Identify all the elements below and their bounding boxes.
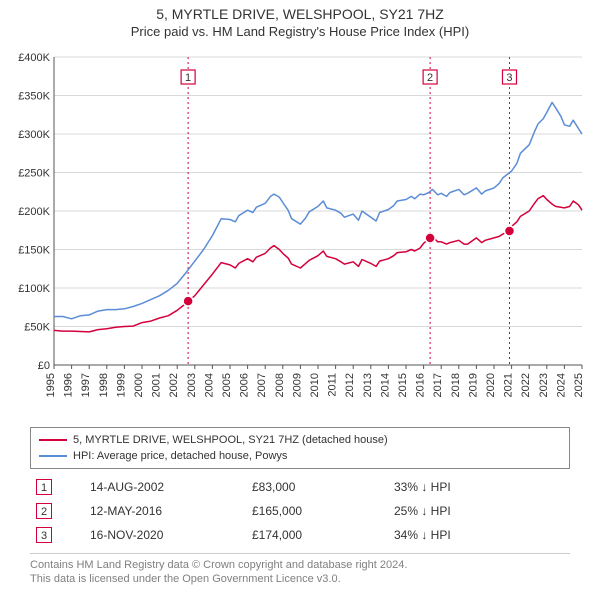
svg-text:2: 2 — [427, 72, 433, 84]
footer-note: Contains HM Land Registry data © Crown c… — [30, 553, 570, 587]
event-price-2: £165,000 — [246, 499, 388, 523]
svg-text:1999: 1999 — [115, 373, 127, 397]
event-row-3: 3 16-NOV-2020 £174,000 34% ↓ HPI — [30, 523, 570, 547]
svg-text:2010: 2010 — [309, 373, 321, 397]
svg-text:2025: 2025 — [573, 373, 585, 397]
svg-text:£50K: £50K — [24, 322, 50, 334]
svg-text:2013: 2013 — [362, 373, 374, 397]
svg-text:£350K: £350K — [18, 91, 50, 103]
svg-text:£200K: £200K — [18, 206, 50, 218]
event-badge-1: 1 — [36, 479, 52, 495]
legend-swatch-1 — [39, 439, 67, 441]
event-date-3: 16-NOV-2020 — [84, 523, 246, 547]
svg-text:2008: 2008 — [274, 373, 286, 397]
svg-text:2002: 2002 — [168, 373, 180, 397]
svg-text:2022: 2022 — [520, 373, 532, 397]
svg-text:1996: 1996 — [63, 373, 75, 397]
event-price-3: £174,000 — [246, 523, 388, 547]
page-subtitle: Price paid vs. HM Land Registry's House … — [0, 24, 600, 39]
svg-text:2021: 2021 — [503, 373, 515, 397]
svg-text:£250K: £250K — [18, 168, 50, 180]
page-title: 5, MYRTLE DRIVE, WELSHPOOL, SY21 7HZ — [0, 6, 600, 22]
chart-svg: £0 £50K £100K £150K £200K £250K £300K £350K £400… — [10, 43, 590, 423]
svg-text:£300K: £300K — [18, 129, 50, 141]
svg-text:2009: 2009 — [291, 373, 303, 397]
footer-line-1: Contains HM Land Registry data © Crown c… — [30, 558, 570, 572]
svg-text:£400K: £400K — [18, 52, 50, 64]
svg-text:2020: 2020 — [485, 373, 497, 397]
legend-swatch-2 — [39, 455, 67, 457]
svg-text:1: 1 — [185, 72, 191, 84]
svg-text:£100K: £100K — [18, 283, 50, 295]
svg-text:2011: 2011 — [327, 373, 339, 397]
svg-text:2003: 2003 — [186, 373, 198, 397]
svg-text:2016: 2016 — [415, 373, 427, 397]
event-badge-3: 3 — [36, 527, 52, 543]
event-row-2: 2 12-MAY-2016 £165,000 25% ↓ HPI — [30, 499, 570, 523]
legend-item-1: 5, MYRTLE DRIVE, WELSHPOOL, SY21 7HZ (de… — [39, 432, 561, 448]
legend-label-2: HPI: Average price, detached house, Powy… — [73, 450, 287, 462]
svg-text:2007: 2007 — [256, 373, 268, 397]
legend-box: 5, MYRTLE DRIVE, WELSHPOOL, SY21 7HZ (de… — [30, 427, 570, 469]
svg-text:2019: 2019 — [467, 373, 479, 397]
svg-text:2000: 2000 — [133, 373, 145, 397]
svg-text:1997: 1997 — [80, 373, 92, 397]
svg-text:2018: 2018 — [450, 373, 462, 397]
event-pct-1: 33% ↓ HPI — [388, 475, 570, 499]
svg-text:2005: 2005 — [221, 373, 233, 397]
svg-text:£150K: £150K — [18, 245, 50, 257]
chart-area: £0 £50K £100K £150K £200K £250K £300K £350K £400… — [10, 43, 590, 423]
legend-label-1: 5, MYRTLE DRIVE, WELSHPOOL, SY21 7HZ (de… — [73, 434, 388, 446]
svg-text:£0: £0 — [38, 360, 50, 372]
svg-text:2004: 2004 — [203, 373, 215, 397]
svg-text:1995: 1995 — [45, 373, 57, 397]
svg-text:3: 3 — [506, 72, 512, 84]
legend-item-2: HPI: Average price, detached house, Powy… — [39, 448, 561, 464]
event-price-1: £83,000 — [246, 475, 388, 499]
event-date-1: 14-AUG-2002 — [84, 475, 246, 499]
svg-text:2023: 2023 — [538, 373, 550, 397]
event-row-1: 1 14-AUG-2002 £83,000 33% ↓ HPI — [30, 475, 570, 499]
footer-line-2: This data is licensed under the Open Gov… — [30, 572, 570, 586]
svg-text:2012: 2012 — [344, 373, 356, 397]
svg-text:2017: 2017 — [432, 373, 444, 397]
event-pct-2: 25% ↓ HPI — [388, 499, 570, 523]
event-date-2: 12-MAY-2016 — [84, 499, 246, 523]
svg-text:2001: 2001 — [151, 373, 163, 397]
event-badge-2: 2 — [36, 503, 52, 519]
svg-text:1998: 1998 — [98, 373, 110, 397]
svg-text:2006: 2006 — [239, 373, 251, 397]
svg-text:2014: 2014 — [379, 373, 391, 397]
event-pct-3: 34% ↓ HPI — [388, 523, 570, 547]
svg-text:2015: 2015 — [397, 373, 409, 397]
svg-text:2024: 2024 — [555, 373, 567, 397]
events-table: 1 14-AUG-2002 £83,000 33% ↓ HPI 2 12-MAY… — [30, 475, 570, 547]
